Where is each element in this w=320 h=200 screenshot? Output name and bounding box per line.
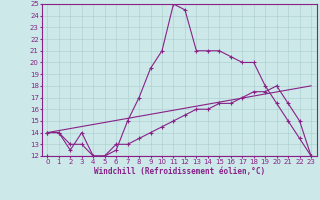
X-axis label: Windchill (Refroidissement éolien,°C): Windchill (Refroidissement éolien,°C) (94, 167, 265, 176)
